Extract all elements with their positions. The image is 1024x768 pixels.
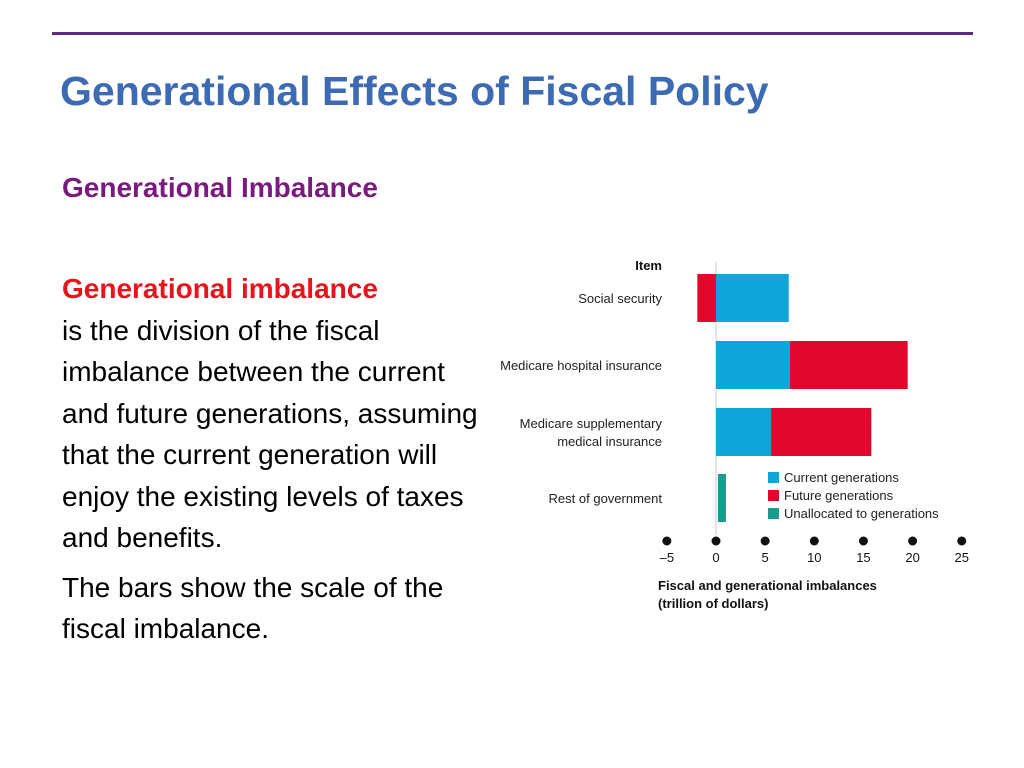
category-axis-title: Item [635,258,662,273]
category-label: Medicare hospital insurance [500,358,662,373]
bar-future [697,274,716,322]
x-axis-title: (trillion of dollars) [658,596,769,611]
category-label: Rest of government [549,491,663,506]
x-tick-label: –5 [660,550,674,565]
legend-swatch [768,490,779,501]
legend-swatch [768,508,779,519]
axis-dot [809,536,819,546]
category-label: Social security [578,291,662,306]
bar-current [716,341,790,389]
axis-dot [957,536,967,546]
x-tick-label: 20 [905,550,919,565]
definition-paragraph: Generational imbalance is the division of… [62,268,482,559]
note-paragraph: The bars show the scale of the fiscal im… [62,571,444,645]
definition-text: is the division of the fiscal imbalance … [62,314,478,554]
bar-current [716,274,789,322]
axis-dot [662,536,672,546]
axis-dot [711,536,721,546]
definition-term: Generational imbalance [62,273,378,304]
x-tick-label: 0 [712,550,719,565]
axis-dot [760,536,770,546]
bar-unallocated [718,474,726,522]
bar-current [716,408,772,456]
imbalance-chart: Item Social security Medicare hospital ins… [500,258,969,611]
slide-title: Generational Effects of Fiscal Policy [60,68,769,114]
category-label: medical insurance [557,434,662,449]
x-tick-label: 10 [807,550,821,565]
x-axis-title: Fiscal and generational imbalances [658,578,877,593]
top-rule [52,32,973,35]
legend-swatch [768,472,779,483]
legend-label: Future generations [784,488,894,503]
legend-label: Unallocated to generations [784,506,939,521]
axis-dot [908,536,918,546]
body-text: Generational imbalance is the division of… [62,268,482,658]
legend-label: Current generations [784,470,899,485]
axis-dot [858,536,868,546]
category-label: Medicare supplementary [520,416,663,431]
x-tick-label: 25 [955,550,969,565]
x-tick-label: 5 [762,550,769,565]
bar-future [789,341,908,389]
bar-future [771,408,872,456]
x-tick-label: 15 [856,550,870,565]
slide-subtitle: Generational Imbalance [62,172,378,203]
